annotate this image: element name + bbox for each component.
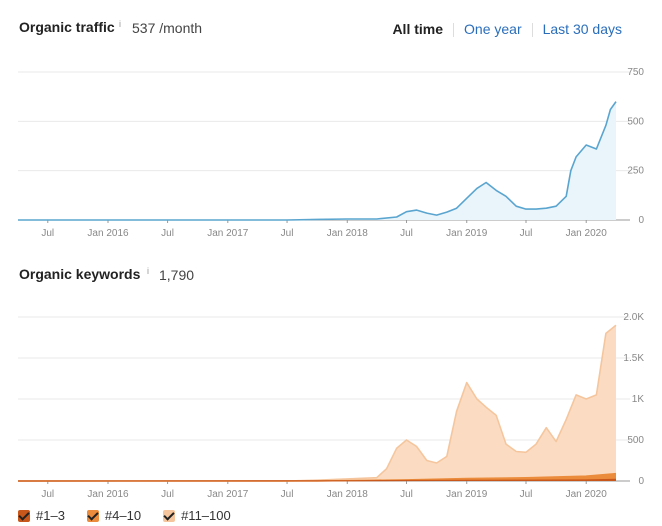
- x-tick-label: Jan 2019: [446, 489, 488, 500]
- range-one-year[interactable]: One year: [464, 21, 522, 37]
- time-range-selector: All time One year Last 30 days: [392, 21, 632, 37]
- y-tick-label: 750: [627, 67, 644, 78]
- y-tick-label: 0: [638, 215, 644, 226]
- checkbox-icon[interactable]: [18, 509, 30, 522]
- y-tick-label: 250: [627, 166, 644, 177]
- y-tick-label: 1K: [632, 394, 645, 405]
- y-tick-label: 1.5K: [623, 353, 644, 364]
- range-divider: [453, 23, 455, 37]
- checkbox-icon[interactable]: [86, 509, 99, 522]
- x-tick-label: Jan 2020: [566, 228, 608, 239]
- x-tick-label: Jul: [400, 228, 413, 239]
- y-tick-label: 500: [627, 116, 644, 127]
- x-tick-label: Jul: [161, 489, 174, 500]
- legend-label: #4–10: [104, 508, 142, 523]
- legend-label: #1–3: [36, 508, 65, 523]
- x-tick-label: Jan 2016: [87, 489, 129, 500]
- x-tick-label: Jul: [400, 489, 413, 500]
- range-last-30-days[interactable]: Last 30 days: [542, 21, 622, 37]
- x-tick-label: Jan 2017: [207, 489, 249, 500]
- x-tick-label: Jan 2019: [446, 228, 488, 239]
- x-tick-label: Jul: [520, 228, 533, 239]
- keywords-legend: #1–3 #4–10 #11–100: [18, 508, 253, 523]
- x-tick-label: Jan 2017: [207, 228, 249, 239]
- x-tick-label: Jan 2016: [87, 228, 129, 239]
- y-tick-label: 2.0K: [623, 312, 644, 323]
- range-all-time[interactable]: All time: [392, 21, 444, 37]
- organic-traffic-chart[interactable]: 750 500 250 0 Jul Jan 2016 Jul Jan 2017 Jul Jan 2…: [0, 60, 662, 250]
- legend-item-4-10[interactable]: #4–10: [86, 508, 142, 523]
- traffic-title: Organic traffic: [19, 19, 115, 35]
- legend-item-1-3[interactable]: #1–3: [18, 508, 65, 523]
- y-tick-label: 500: [627, 435, 644, 446]
- y-tick-label: 0: [638, 476, 644, 487]
- series-line-2: [17, 478, 617, 482]
- x-tick-label: Jan 2018: [327, 228, 369, 239]
- x-tick-label: Jan 2018: [327, 489, 369, 500]
- series-line: [18, 101, 617, 221]
- legend-label: #11–100: [181, 508, 231, 523]
- series-area: [18, 101, 616, 220]
- traffic-info-icon[interactable]: i: [119, 19, 121, 29]
- range-divider: [531, 23, 533, 37]
- legend-item-11-100[interactable]: #11–100: [163, 508, 231, 523]
- x-tick-label: Jul: [281, 489, 294, 500]
- keywords-value: 1,790: [159, 267, 195, 283]
- organic-keywords-chart[interactable]: 2.0K 1.5K 1K 500 0 Jul Jan 2016 Jul Jan 2017 Jul J…: [0, 305, 662, 500]
- x-tick-label: Jul: [520, 489, 533, 500]
- x-tick-label: Jul: [41, 228, 54, 239]
- series-area-0: [18, 325, 616, 481]
- traffic-value: 537 /month: [132, 20, 203, 36]
- keywords-info-icon[interactable]: i: [147, 266, 149, 276]
- x-tick-label: Jan 2020: [566, 489, 608, 500]
- checkbox-icon[interactable]: [163, 509, 176, 522]
- x-tick-label: Jul: [41, 489, 54, 500]
- keywords-title: Organic keywords: [19, 266, 141, 282]
- x-tick-label: Jul: [161, 228, 174, 239]
- x-tick-label: Jul: [281, 228, 294, 239]
